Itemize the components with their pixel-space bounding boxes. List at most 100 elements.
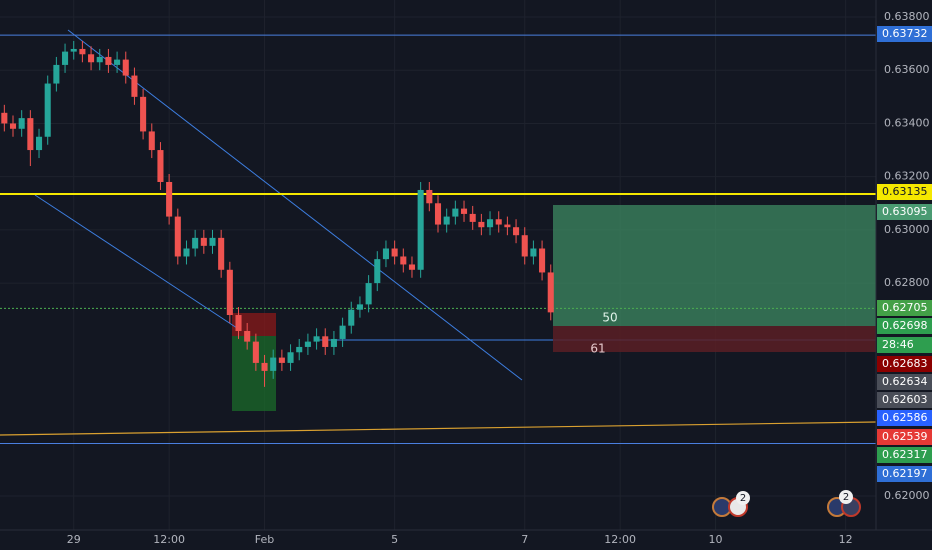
y-tick-label: 0.63400 (884, 116, 930, 129)
candle-body (209, 237, 216, 246)
position-label: 50 (602, 311, 617, 325)
candle-body (35, 136, 43, 151)
candle-body (391, 248, 398, 257)
candle-body (88, 54, 95, 63)
candle-body (105, 56, 112, 65)
price-tag-label: 0.63732 (882, 27, 928, 40)
price-tag (877, 26, 932, 42)
candle-body (287, 352, 294, 363)
candle-body (322, 336, 329, 347)
price-tag (877, 184, 932, 200)
event-count: 2 (843, 492, 849, 503)
candle-body (539, 248, 546, 273)
price-tag-label: 0.62698 (882, 319, 928, 332)
candle-body (62, 51, 69, 65)
candle-body (530, 248, 537, 257)
target-zone (553, 205, 876, 326)
candle-body (469, 213, 476, 222)
trend-line (34, 194, 241, 331)
price-tag-label: 0.62197 (882, 467, 928, 480)
candle-body (400, 256, 407, 265)
candle-body (183, 248, 190, 257)
candle-body (200, 237, 207, 246)
candle-body (374, 259, 381, 284)
price-tag (877, 374, 932, 390)
candle-body (131, 75, 138, 97)
price-tag-label: 28:46 (882, 338, 914, 351)
candle-body (27, 118, 34, 151)
price-tag-label: 0.62586 (882, 411, 928, 424)
price-tag-label: 0.62603 (882, 393, 928, 406)
candle-body (244, 330, 251, 342)
y-tick-label: 0.63800 (884, 10, 930, 23)
x-tick-label: 12:00 (153, 533, 185, 546)
candle-body (504, 224, 511, 228)
price-tag (877, 318, 932, 334)
x-tick-label: Feb (255, 533, 274, 546)
x-tick-label: 10 (709, 533, 723, 546)
candle-body (339, 325, 346, 339)
position-label: 61 (590, 342, 605, 356)
price-tag (877, 337, 932, 353)
candle-body (1, 112, 8, 124)
price-tag (877, 392, 932, 408)
y-tick-label: 0.63200 (884, 170, 930, 183)
x-tick-label: 12 (839, 533, 853, 546)
price-tag (877, 410, 932, 426)
candle-body (44, 83, 51, 137)
candle-body (304, 341, 311, 347)
candle-body (296, 346, 303, 353)
price-tag-label: 0.62634 (882, 375, 928, 388)
candle-body (270, 357, 277, 371)
candle-body (408, 264, 416, 270)
candle-body (313, 336, 320, 342)
candle-body (192, 237, 199, 249)
candle-body (452, 208, 459, 217)
x-tick-label: 5 (391, 533, 398, 546)
price-tag-label: 0.62539 (882, 430, 928, 443)
candle-body (218, 237, 225, 270)
price-tag-label: 0.62317 (882, 448, 928, 461)
candle-body (547, 272, 554, 313)
candle-body (417, 189, 424, 270)
candle-body (148, 131, 155, 151)
candle-body (96, 56, 103, 63)
price-tag-label: 0.63095 (882, 205, 928, 218)
candle-body (434, 203, 442, 225)
candle-body (278, 357, 285, 363)
y-tick-label: 0.62000 (884, 489, 930, 502)
candle-body (70, 48, 77, 52)
y-tick-label: 0.63600 (884, 63, 930, 76)
candle-body (521, 235, 528, 257)
axis-labels: 0.63800 0.63600 0.63400 0.63200 0.63000 0.628… (67, 10, 932, 546)
candle-body (513, 227, 520, 236)
candle-body (166, 181, 173, 217)
price-tag-label: 0.62705 (882, 301, 928, 314)
trend-line (67, 29, 523, 381)
candle-body (79, 48, 86, 55)
candle-body (478, 221, 485, 228)
candle-body (426, 189, 433, 204)
candle-body (495, 219, 502, 225)
x-tick-label: 7 (521, 533, 528, 546)
candle-body (9, 123, 17, 129)
y-tick-label: 0.63000 (884, 223, 930, 236)
price-tag-label: 0.63135 (882, 185, 928, 198)
candle-body (157, 150, 164, 182)
price-tag (877, 447, 932, 463)
small-stop-zone (232, 313, 276, 336)
candle-body (252, 341, 259, 363)
candle-body (460, 208, 468, 214)
candle-body (365, 283, 372, 305)
candle-body (330, 338, 337, 347)
candle-body (122, 59, 129, 76)
candle-body (487, 219, 494, 228)
candle-body (18, 118, 25, 129)
stop-zone (553, 326, 876, 352)
candle-body (261, 362, 268, 371)
x-tick-label: 29 (67, 533, 81, 546)
price-tag (877, 204, 932, 220)
candles (1, 40, 554, 387)
x-tick-label: 12:00 (604, 533, 636, 546)
